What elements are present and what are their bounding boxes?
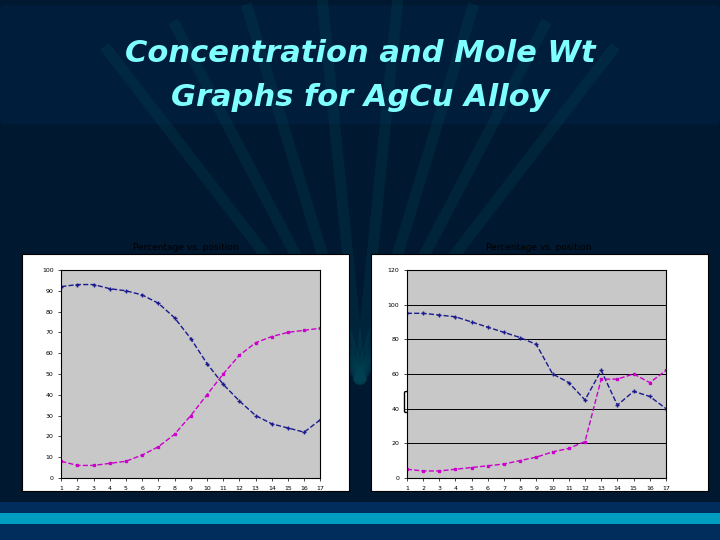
Mole Wt% Ag	[186, 335, 195, 342]
Concentr. Wt% Ag	[662, 406, 670, 412]
Concentr. Wt% Cu	[467, 464, 476, 471]
Line: Mole Wt% Cu: Mole Wt% Cu	[60, 327, 322, 467]
Mole Wt% Cu	[235, 352, 243, 359]
Line: Concentr. Wt% Cu: Concentr. Wt% Cu	[405, 369, 667, 472]
Concentr. Wt% Cu	[564, 445, 573, 451]
Concentr. Wt% Ag	[645, 393, 654, 400]
Concentr. Wt% Cu	[549, 449, 557, 455]
Concentr. Wt% Ag	[484, 324, 492, 330]
Concentr. Wt% Ag	[613, 402, 622, 408]
Mole Wt% Cu	[267, 333, 276, 340]
Mole Wt% Cu	[203, 392, 212, 398]
Mole Wt% Ag	[122, 287, 130, 294]
Concentr. Wt% Cu	[580, 438, 589, 445]
Concentr. Wt% Cu	[500, 461, 508, 467]
Mole Wt% Ag	[89, 281, 98, 288]
Concentr. Wt% Ag	[597, 367, 606, 374]
Concentr. Wt% Ag	[500, 329, 508, 335]
Text: Concentration and Mole Wt: Concentration and Mole Wt	[125, 39, 595, 69]
Line: Mole Wt% Ag: Mole Wt% Ag	[59, 282, 323, 434]
Title: Percentage vs. position: Percentage vs. position	[132, 242, 238, 252]
Concentr. Wt% Ag	[564, 380, 573, 386]
Legend: Mole Wt% Ag, Mole Wt% Cu: Mole Wt% Ag, Mole Wt% Cu	[405, 391, 472, 412]
Mole Wt% Cu	[186, 413, 195, 419]
Concentr. Wt% Cu	[662, 367, 670, 374]
Concentr. Wt% Ag	[580, 397, 589, 403]
Mole Wt% Cu	[316, 325, 325, 332]
Concentr. Wt% Cu	[516, 457, 525, 464]
FancyBboxPatch shape	[0, 5, 720, 124]
Concentr. Wt% Cu	[451, 466, 459, 472]
Mole Wt% Ag	[203, 360, 212, 367]
Mole Wt% Cu	[170, 431, 179, 437]
Mole Wt% Cu	[300, 327, 308, 334]
Mole Wt% Ag	[284, 425, 292, 431]
Mole Wt% Cu	[89, 462, 98, 469]
Concentr. Wt% Cu	[645, 380, 654, 386]
Mole Wt% Ag	[138, 292, 147, 298]
Concentr. Wt% Cu	[435, 468, 444, 474]
Line: Concentr. Wt% Ag: Concentr. Wt% Ag	[405, 311, 668, 411]
Mole Wt% Ag	[73, 281, 82, 288]
Mole Wt% Cu	[219, 370, 228, 377]
Concentr. Wt% Cu	[613, 376, 622, 382]
Concentr. Wt% Cu	[629, 370, 638, 377]
Mole Wt% Ag	[267, 421, 276, 427]
Concentr. Wt% Ag	[467, 319, 476, 325]
Mole Wt% Cu	[251, 340, 260, 346]
Mole Wt% Ag	[300, 429, 308, 435]
Concentr. Wt% Ag	[451, 314, 459, 320]
Mole Wt% Cu	[138, 452, 147, 458]
Mole Wt% Ag	[219, 381, 228, 388]
Concentr. Wt% Ag	[549, 370, 557, 377]
Mole Wt% Cu	[73, 462, 82, 469]
Concentr. Wt% Cu	[402, 466, 411, 472]
Concentr. Wt% Ag	[532, 341, 541, 348]
Text: Graphs for AgCu Alloy: Graphs for AgCu Alloy	[171, 83, 549, 112]
Concentr. Wt% Ag	[516, 334, 525, 341]
Concentr. Wt% Ag	[402, 310, 411, 316]
Concentr. Wt% Cu	[484, 463, 492, 469]
Mole Wt% Ag	[235, 398, 243, 404]
Mole Wt% Ag	[105, 286, 114, 292]
Mole Wt% Ag	[170, 315, 179, 321]
Mole Wt% Cu	[57, 458, 66, 464]
Concentr. Wt% Cu	[597, 376, 606, 382]
Mole Wt% Cu	[154, 443, 163, 450]
Concentr. Wt% Cu	[532, 454, 541, 460]
Mole Wt% Ag	[154, 300, 163, 307]
Mole Wt% Cu	[284, 329, 292, 335]
Concentr. Wt% Ag	[419, 310, 428, 316]
Concentr. Wt% Ag	[435, 312, 444, 318]
Concentr. Wt% Cu	[419, 468, 428, 474]
Bar	[0, 513, 720, 524]
Mole Wt% Ag	[316, 416, 325, 423]
Mole Wt% Cu	[105, 460, 114, 467]
Mole Wt% Ag	[251, 413, 260, 419]
Bar	[0, 502, 720, 540]
Mole Wt% Cu	[122, 458, 130, 464]
Title: Percentage vs. position: Percentage vs. position	[487, 242, 592, 252]
Mole Wt% Ag	[57, 284, 66, 290]
Concentr. Wt% Ag	[629, 388, 638, 395]
